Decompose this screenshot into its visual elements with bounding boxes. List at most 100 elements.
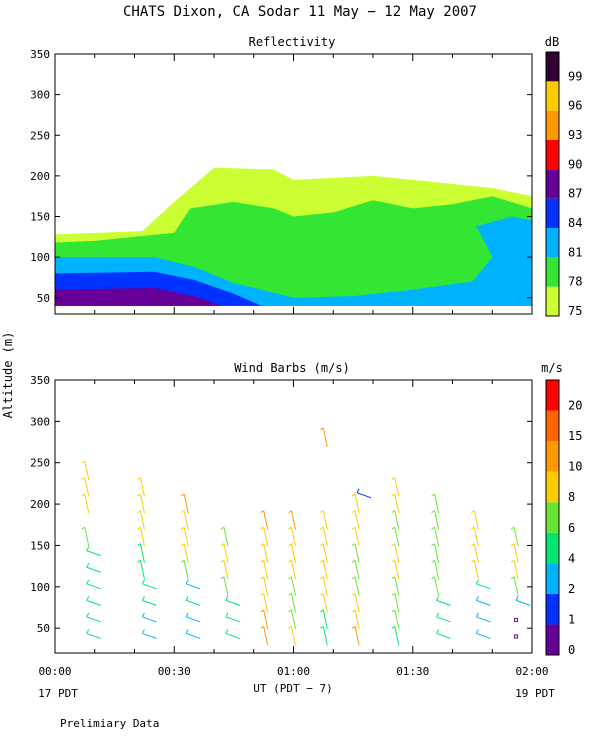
- wind-barb: [291, 510, 296, 530]
- wind-barb: [354, 609, 360, 630]
- y-tick-label: 300: [30, 415, 50, 428]
- wind-barb: [86, 632, 101, 639]
- wind-barb-flag: [86, 563, 90, 568]
- wind-barb-flag: [137, 543, 141, 547]
- wind-barb: [263, 510, 269, 530]
- wind-barb-flag: [220, 559, 225, 563]
- wind-barb: [183, 543, 189, 563]
- wind-colorbar: m/s 0 1 2 4 6 8 10 15 20: [541, 361, 582, 657]
- wind-calm-marker: [514, 634, 519, 639]
- wind-barb: [186, 599, 201, 606]
- y-tick-label: 300: [30, 89, 50, 102]
- wind-barb-flag: [260, 626, 264, 629]
- wind-barb: [473, 543, 479, 563]
- reflectivity-legend-unit: dB: [545, 35, 559, 49]
- wind-barb-flag: [225, 612, 229, 618]
- wind-barb-flag: [180, 493, 185, 497]
- wind-barb: [223, 543, 229, 563]
- db-colorbar-swatch: [546, 81, 559, 111]
- contour-87db: [55, 288, 222, 306]
- wind-barb-flag: [185, 612, 189, 618]
- wind-barb: [354, 543, 360, 563]
- wind-barb: [513, 543, 519, 563]
- wind-barb: [322, 543, 328, 563]
- wind-barb-flag: [142, 612, 145, 618]
- wind-barb-flag: [185, 596, 189, 601]
- wind-barb-flag: [137, 526, 141, 530]
- wind-barb-flag: [288, 576, 292, 580]
- wind-barb: [434, 493, 440, 514]
- wind-barb: [263, 543, 269, 563]
- wind-barb-flag: [260, 576, 264, 580]
- wind-barb-flag: [320, 510, 324, 514]
- reflectivity-contours: [55, 167, 532, 306]
- wind-calm-marker: [514, 617, 519, 622]
- wind-barb: [394, 527, 400, 547]
- db-colorbar-label: 87: [568, 187, 582, 201]
- wind-barb-flag: [320, 609, 324, 613]
- wind-barb: [394, 477, 400, 497]
- wind-barb: [322, 609, 328, 630]
- wind-barb: [139, 477, 145, 497]
- wind-colorbar-swatch: [546, 380, 559, 411]
- wind-barb-flag: [180, 543, 185, 547]
- wind-barb-flag: [431, 493, 435, 497]
- wind-barb: [186, 616, 201, 623]
- wind-barb: [354, 626, 360, 646]
- wind-barb: [142, 583, 157, 590]
- wind-barb-flag: [288, 543, 292, 547]
- wind-barb-flag: [391, 559, 396, 563]
- wind-barb: [84, 460, 90, 481]
- wind-barb-flag: [391, 609, 396, 613]
- wind-barb: [263, 576, 269, 596]
- wind-barb-flag: [471, 526, 475, 530]
- wind-barb-flag: [81, 526, 86, 530]
- wind-barb: [476, 599, 491, 606]
- wind-barb: [322, 626, 328, 646]
- wind-barb: [291, 609, 296, 630]
- wind-barbs-title: Wind Barbs (m/s): [234, 361, 350, 375]
- wind-barb-flag: [436, 629, 440, 634]
- wind-barb: [473, 510, 479, 530]
- db-colorbar-swatch: [546, 140, 559, 170]
- wind-barb-flag: [431, 543, 435, 547]
- wind-barb-flag: [391, 543, 396, 547]
- y-tick-label: 200: [30, 170, 50, 183]
- wind-barb-flag: [351, 510, 356, 514]
- wind-barb-flag: [351, 543, 356, 547]
- wind-barb: [183, 560, 189, 580]
- x-tick-label: 00:00: [38, 665, 71, 678]
- wind-barb-flag: [471, 510, 475, 514]
- wind-barb-flag: [351, 626, 356, 629]
- wind-barb-flag: [81, 460, 86, 464]
- x-left-date-label: 17 PDT: [38, 687, 78, 700]
- wind-barb-flag: [320, 592, 324, 596]
- wind-barb: [473, 560, 479, 580]
- wind-barb: [86, 599, 101, 606]
- wind-barb-flag: [431, 526, 435, 530]
- wind-axes: 50 100 150 200 250 300 350 00:00 00:30 01:00 01:30…: [30, 374, 548, 678]
- wind-colorbar-swatch: [546, 624, 559, 655]
- wind-colorbar-label: 20: [568, 399, 582, 413]
- wind-barb: [513, 560, 519, 580]
- wind-barb: [139, 493, 145, 514]
- db-colorbar-label: 99: [568, 69, 582, 83]
- wind-barb-flag: [260, 510, 264, 514]
- db-colorbar-swatch: [546, 52, 559, 82]
- wind-barb: [86, 566, 101, 573]
- wind-barb-flag: [142, 629, 145, 634]
- wind-barb: [223, 576, 229, 596]
- wind-colorbar-label: 8: [568, 490, 575, 504]
- wind-barb-flag: [391, 526, 396, 530]
- reflectivity-colorbar: dB 75 78 81 84 87 90 93 96 99: [545, 35, 583, 318]
- wind-barb-flag: [86, 629, 90, 634]
- y-tick-label: 50: [37, 622, 50, 635]
- wind-barb: [139, 510, 145, 530]
- wind-legend-unit: m/s: [541, 361, 563, 375]
- wind-colorbar-label: 15: [568, 429, 582, 443]
- wind-barbs: [81, 427, 531, 646]
- wind-barb-flag: [86, 596, 90, 601]
- wind-barb: [223, 560, 229, 580]
- wind-barb: [225, 632, 241, 639]
- y-tick-label: 100: [30, 581, 50, 594]
